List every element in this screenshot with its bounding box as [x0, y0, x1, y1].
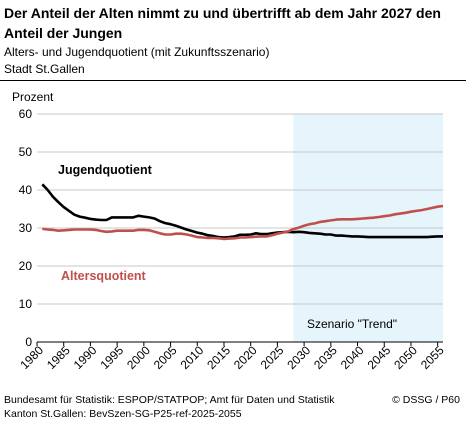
- y-tick-label: 30: [19, 221, 33, 235]
- y-tick-label: 40: [19, 183, 33, 197]
- y-tick-label: 50: [19, 145, 33, 159]
- x-tick-label: 1995: [97, 343, 126, 372]
- series-line-altersquotient: [42, 204, 444, 241]
- header-divider: [0, 80, 466, 81]
- y-tick-label: 20: [19, 259, 33, 273]
- x-tick-label: 2035: [311, 343, 340, 372]
- y-tick-label: 60: [19, 107, 33, 121]
- x-tick-label: 2030: [284, 343, 313, 372]
- x-tick-label: 1990: [71, 343, 100, 372]
- x-tick-label: 2055: [418, 343, 447, 372]
- x-tick-label: 1980: [17, 343, 46, 372]
- x-tick-label: 1985: [44, 343, 73, 372]
- x-tick-label: 2040: [338, 343, 367, 372]
- series-line-jugendquotient: [41, 183, 443, 239]
- grid-lines: [37, 113, 443, 305]
- page-title: Der Anteil der Alten nimmt zu und übertr…: [4, 5, 441, 41]
- series-label-jugendquotient: Jugendquotient: [58, 163, 153, 177]
- y-tick-label: 0: [25, 335, 32, 349]
- series-label-altersquotient: Altersquotient: [61, 269, 147, 283]
- x-tick-label: 2025: [258, 343, 287, 372]
- y-tick-label: 10: [19, 297, 33, 311]
- subtitle: Alters- und Jugendquotient (mit Zukunfts…: [4, 45, 270, 59]
- x-tick-label: 2050: [391, 343, 420, 372]
- x-tick-label: 2020: [231, 343, 260, 372]
- y-tick-labels: 0 10 20 30 40 50 60: [19, 107, 33, 349]
- series-lines: [41, 183, 444, 241]
- source-text: Bundesamt für Statistik: ESPOP/STATPOP; …: [4, 394, 335, 420]
- source-note: Bundesamt für Statistik: ESPOP/STATPOP; …: [4, 393, 344, 421]
- x-tick-label: 2000: [124, 343, 153, 372]
- x-tick-label: 2005: [151, 343, 180, 372]
- x-tick-labels: 1980198519901995200020052010201520202025…: [17, 342, 447, 372]
- y-axis-label: Prozent: [12, 90, 54, 104]
- copyright: © DSSG / P60: [392, 394, 460, 406]
- x-tick-label: 2015: [204, 343, 233, 372]
- subtitle-region: Stadt St.Gallen: [4, 62, 85, 76]
- scenario-label: Szenario "Trend": [307, 317, 397, 331]
- x-tick-label: 2045: [365, 343, 394, 372]
- x-tick-label: 2010: [178, 343, 207, 372]
